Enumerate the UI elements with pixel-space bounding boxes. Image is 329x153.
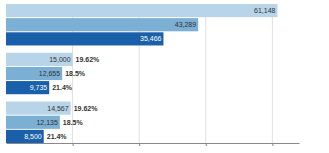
value-label: 35,466: [140, 35, 162, 42]
tick: [73, 143, 74, 146]
value-label: 12,655: [39, 70, 61, 77]
chart: 61,148 15,000 14,567 43,289 12,655 12,135 35,4…: [0, 0, 329, 153]
bar: [6, 116, 60, 129]
x-axis: [7, 143, 300, 146]
bar: [6, 18, 198, 31]
value-label: 14,567: [47, 105, 69, 112]
tick: [206, 143, 207, 146]
bar: [6, 67, 62, 80]
pct-label: 19.62%: [74, 105, 99, 112]
plot: 61,148 15,000 14,567 43,289 12,655 12,135 35,4…: [6, 4, 300, 146]
tick: [139, 143, 140, 146]
value-label: 43,289: [175, 21, 197, 28]
pct-label: 18.5%: [65, 70, 86, 77]
tick-mark: [139, 143, 140, 146]
value-label: 15,000: [49, 56, 71, 63]
pct-label: 21.4%: [52, 84, 73, 91]
pct-label: 18.5%: [63, 119, 84, 126]
bar: [6, 130, 44, 143]
pct-label: 19.62%: [76, 56, 101, 63]
tick-mark: [73, 143, 74, 146]
value-label: 8,500: [24, 133, 42, 140]
bars: [6, 4, 277, 143]
data-labels: 61,148 15,000 14,567 43,289 12,655 12,135 35,4…: [24, 7, 275, 140]
bar: [6, 102, 71, 115]
pct-label: 21.4%: [47, 133, 68, 140]
grid-line: [205, 4, 206, 143]
bar: [6, 4, 277, 17]
bar: [6, 81, 49, 94]
value-label: 61,148: [254, 7, 276, 14]
value-label: 12,135: [36, 119, 58, 126]
value-label: 9,735: [30, 84, 48, 91]
grid-line: [272, 4, 273, 143]
bar: [6, 32, 163, 45]
bar: [6, 53, 73, 66]
axis-line: [7, 143, 300, 144]
tick: [272, 143, 273, 146]
tick-mark: [206, 143, 207, 146]
tick-mark: [272, 143, 273, 146]
